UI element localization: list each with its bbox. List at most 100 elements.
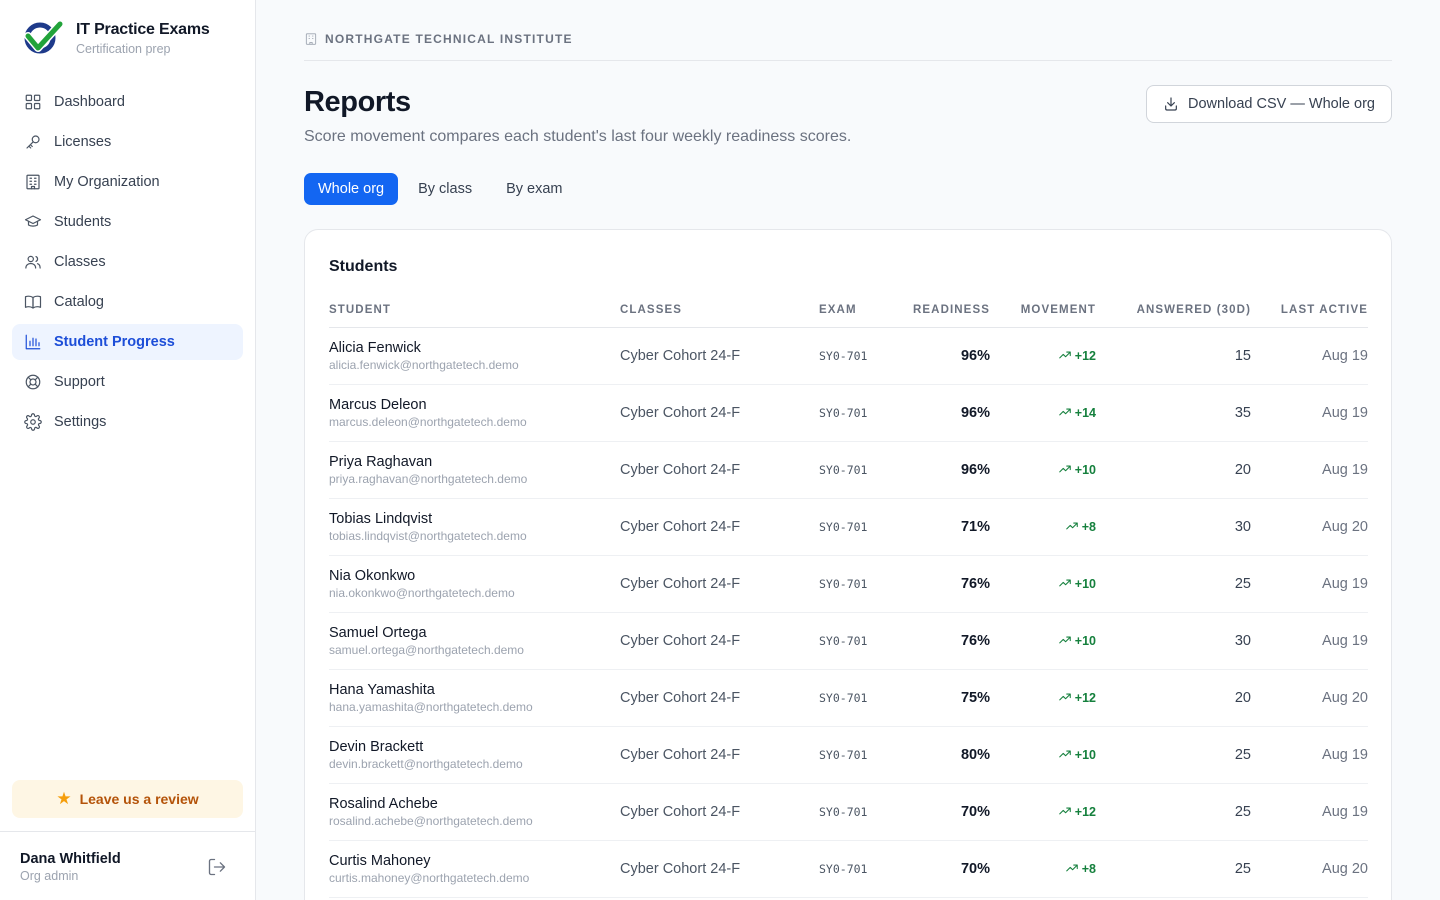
sidebar-item-dashboard[interactable]: Dashboard [12, 84, 243, 120]
movement-value: +10 [1058, 463, 1096, 477]
column-header-readiness[interactable]: READINESS [907, 294, 990, 328]
table-row[interactable]: Devin Brackett devin.brackett@northgatet… [329, 726, 1368, 784]
column-header-classes[interactable]: CLASSES [620, 294, 819, 328]
answered-count: 30 [1234, 632, 1251, 649]
class-name[interactable]: Cyber Cohort 24-F [620, 347, 741, 364]
trend-up-icon [1065, 864, 1078, 871]
student-cell: Priya Raghavan priya.raghavan@northgatet… [329, 441, 620, 499]
sidebar-item-label: Students [54, 214, 112, 230]
exam-code: SY0-701 [819, 576, 868, 591]
exam-code: SY0-701 [819, 747, 868, 762]
exam-code: SY0-701 [819, 690, 868, 705]
class-name[interactable]: Cyber Cohort 24-F [620, 860, 741, 877]
class-name[interactable]: Cyber Cohort 24-F [620, 746, 741, 763]
readiness-value: 96% [960, 404, 990, 421]
movement-value: +12 [1058, 349, 1096, 363]
class-name[interactable]: Cyber Cohort 24-F [620, 404, 741, 421]
student-name[interactable]: Devin Brackett [329, 738, 424, 755]
movement-value: +14 [1058, 406, 1096, 420]
table-row[interactable]: Nia Okonkwo nia.okonkwo@northgatetech.de… [329, 555, 1368, 613]
leave-review-button[interactable]: ★ Leave us a review [12, 780, 243, 818]
student-name[interactable]: Marcus Deleon [329, 396, 427, 413]
column-header-exam[interactable]: EXAM [819, 294, 907, 328]
graduation-cap-icon [24, 213, 42, 231]
class-name[interactable]: Cyber Cohort 24-F [620, 575, 741, 592]
column-header-movement[interactable]: MOVEMENT [990, 294, 1096, 328]
student-name[interactable]: Tobias Lindqvist [329, 510, 433, 527]
table-row[interactable]: Samuel Ortega samuel.ortega@northgatetec… [329, 612, 1368, 670]
sidebar-item-classes[interactable]: Classes [12, 244, 243, 280]
table-row[interactable]: Marcus Deleon marcus.deleon@northgatetec… [329, 384, 1368, 442]
class-name[interactable]: Cyber Cohort 24-F [620, 689, 741, 706]
sidebar-item-licenses[interactable]: Licenses [12, 124, 243, 160]
table-row[interactable]: Curtis Mahoney curtis.mahoney@northgatet… [329, 840, 1368, 898]
brand[interactable]: IT Practice Exams Certification prep [20, 18, 210, 58]
answered-count: 30 [1234, 518, 1251, 535]
exam-code: SY0-701 [819, 405, 868, 420]
readiness-value: 76% [960, 575, 990, 592]
sidebar-item-support[interactable]: Support [12, 364, 243, 400]
class-name[interactable]: Cyber Cohort 24-F [620, 518, 741, 535]
sidebar-item-students[interactable]: Students [12, 204, 243, 240]
student-email: rosalind.achebe@northgatetech.demo [329, 813, 533, 828]
table-row[interactable]: Rosalind Achebe rosalind.achebe@northgat… [329, 783, 1368, 841]
movement-text: +10 [1074, 747, 1096, 762]
column-header-last-active[interactable]: LAST ACTIVE [1251, 294, 1368, 328]
student-name[interactable]: Curtis Mahoney [329, 852, 431, 869]
trend-up-icon [1059, 636, 1071, 643]
sidebar-item-student-progress[interactable]: Student Progress [12, 324, 243, 360]
movement-value: +10 [1058, 748, 1096, 762]
movement-text: +10 [1074, 576, 1096, 591]
tab-by-class[interactable]: By class [418, 181, 473, 197]
download-csv-label: Download CSV — Whole org [1188, 96, 1375, 112]
class-name[interactable]: Cyber Cohort 24-F [620, 632, 741, 649]
tab-whole-org[interactable]: Whole org [304, 173, 399, 205]
users-icon [24, 253, 42, 271]
table-row[interactable]: Tobias Lindqvist tobias.lindqvist@northg… [329, 498, 1368, 556]
tab-by-exam[interactable]: By exam [506, 181, 563, 197]
last-active-date: Aug 19 [1322, 575, 1368, 592]
sidebar-item-label: Student Progress [54, 334, 175, 350]
student-name[interactable]: Rosalind Achebe [329, 795, 438, 812]
trend-up-icon [1059, 750, 1071, 757]
movement-text: +8 [1081, 861, 1096, 876]
student-cell: Marcus Deleon marcus.deleon@northgatetec… [329, 384, 620, 442]
movement-text: +12 [1074, 690, 1096, 705]
column-header-answered[interactable]: ANSWERED (30D) [1096, 294, 1251, 328]
student-name[interactable]: Priya Raghavan [329, 453, 433, 470]
column-header-student[interactable]: STUDENT [329, 294, 620, 328]
movement-text: +12 [1074, 804, 1096, 819]
card-title: Students [329, 258, 398, 275]
download-icon [1165, 97, 1177, 111]
student-email: devin.brackett@northgatetech.demo [329, 756, 523, 771]
checkmark-shield-logo-icon [24, 20, 64, 54]
student-cell: Devin Brackett devin.brackett@northgatet… [329, 726, 620, 784]
answered-count: 35 [1234, 404, 1251, 421]
logout-button[interactable] [207, 857, 227, 877]
sidebar-nav: Dashboard Licenses My Organization Stude… [12, 84, 243, 444]
leave-review-label: Leave us a review [79, 791, 199, 807]
sidebar-item-my-organization[interactable]: My Organization [12, 164, 243, 200]
sidebar-item-catalog[interactable]: Catalog [12, 284, 243, 320]
readiness-value: 70% [960, 860, 990, 877]
building-icon [24, 173, 42, 191]
student-name[interactable]: Hana Yamashita [329, 681, 435, 698]
trend-up-icon [1059, 408, 1071, 415]
class-name[interactable]: Cyber Cohort 24-F [620, 803, 741, 820]
movement-value: +10 [1058, 577, 1096, 591]
movement-text: +10 [1074, 633, 1096, 648]
table-row[interactable]: Priya Raghavan priya.raghavan@northgatet… [329, 441, 1368, 499]
sidebar-item-settings[interactable]: Settings [12, 404, 243, 440]
sidebar-item-label: My Organization [54, 174, 160, 190]
trend-up-icon [1059, 465, 1071, 472]
student-name[interactable]: Alicia Fenwick [329, 339, 421, 356]
table-row[interactable]: Hana Yamashita hana.yamashita@northgatet… [329, 669, 1368, 727]
user-role: Org admin [20, 869, 79, 883]
student-name[interactable]: Nia Okonkwo [329, 567, 416, 584]
student-email: marcus.deleon@northgatetech.demo [329, 414, 527, 429]
student-name[interactable]: Samuel Ortega [329, 624, 427, 641]
sidebar-item-label: Settings [54, 414, 107, 430]
table-row[interactable]: Alicia Fenwick alicia.fenwick@northgatet… [329, 327, 1368, 385]
download-csv-button[interactable]: Download CSV — Whole org [1146, 85, 1392, 123]
class-name[interactable]: Cyber Cohort 24-F [620, 461, 741, 478]
